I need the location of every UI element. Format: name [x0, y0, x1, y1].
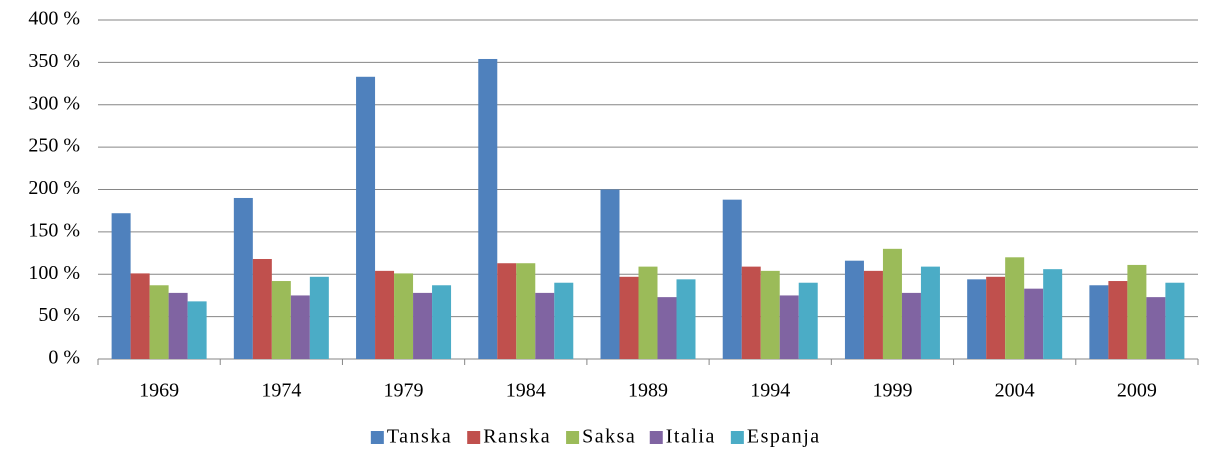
bar	[619, 276, 639, 359]
x-tick-label: 1994	[750, 380, 790, 402]
legend-swatch	[566, 431, 580, 444]
bar	[149, 285, 169, 359]
legend-swatch	[467, 431, 481, 444]
bar	[168, 292, 188, 359]
bar	[1043, 269, 1063, 359]
bar	[1108, 281, 1128, 359]
bar	[1024, 288, 1044, 359]
bar	[882, 248, 902, 359]
bar	[432, 285, 452, 359]
legend-swatch	[730, 431, 744, 444]
legend-label: Saksa	[582, 426, 636, 448]
x-tick-label: 2004	[995, 380, 1035, 402]
y-tick-label: 350 %	[28, 50, 80, 72]
legend-swatch	[370, 431, 384, 444]
bar	[309, 276, 329, 359]
y-tick-label: 100 %	[28, 262, 80, 284]
bar	[779, 295, 799, 359]
bar	[1146, 297, 1166, 359]
x-tick-label: 1999	[872, 380, 912, 402]
bar	[1165, 282, 1185, 359]
bar	[901, 292, 921, 359]
bar	[638, 266, 658, 359]
bar	[844, 260, 864, 359]
bar	[271, 281, 291, 359]
bar	[516, 263, 536, 359]
x-tick-label: 1979	[384, 380, 424, 402]
x-tick-label: 1969	[139, 380, 179, 402]
legend: Tanska Ranska Saksa Italia Espanja	[370, 426, 821, 448]
bar	[798, 282, 818, 359]
legend-label: Ranska	[483, 426, 551, 448]
bar	[863, 270, 883, 359]
x-tick-label: 2009	[1117, 380, 1157, 402]
y-tick-label: 300 %	[28, 92, 80, 114]
bar	[233, 197, 253, 359]
bar	[657, 297, 677, 359]
bar	[356, 76, 376, 359]
bar	[722, 199, 742, 359]
bar	[290, 295, 310, 359]
legend-label: Italia	[666, 426, 716, 448]
bar	[497, 263, 517, 359]
bar	[187, 301, 207, 359]
y-tick-label: 50 %	[38, 304, 80, 326]
y-tick-label: 0 %	[48, 347, 80, 369]
y-tick-label: 250 %	[28, 135, 80, 157]
bar	[375, 270, 395, 359]
bar	[1127, 264, 1147, 359]
bar	[413, 292, 433, 359]
bar	[600, 189, 620, 359]
x-tick-label: 1989	[628, 380, 668, 402]
bar	[1005, 257, 1025, 359]
bar	[394, 273, 414, 359]
bar	[967, 279, 987, 359]
x-tick-label: 1984	[506, 380, 546, 402]
bar	[741, 266, 761, 359]
legend-label: Espanja	[747, 426, 821, 448]
y-tick-label: 400 %	[28, 8, 80, 30]
y-tick-label: 150 %	[28, 219, 80, 241]
bar	[252, 258, 272, 359]
bar	[986, 276, 1006, 359]
bar	[478, 58, 498, 360]
bar	[535, 292, 555, 359]
bar	[920, 266, 940, 359]
bar	[554, 282, 574, 359]
y-tick-label: 200 %	[28, 177, 80, 199]
bar	[676, 279, 696, 359]
bar	[1089, 285, 1109, 359]
bar	[760, 270, 780, 359]
bar	[130, 273, 150, 359]
legend-label: Tanska	[387, 426, 452, 448]
bar	[111, 213, 131, 359]
legend-swatch	[649, 431, 663, 444]
x-tick-label: 1974	[261, 380, 301, 402]
